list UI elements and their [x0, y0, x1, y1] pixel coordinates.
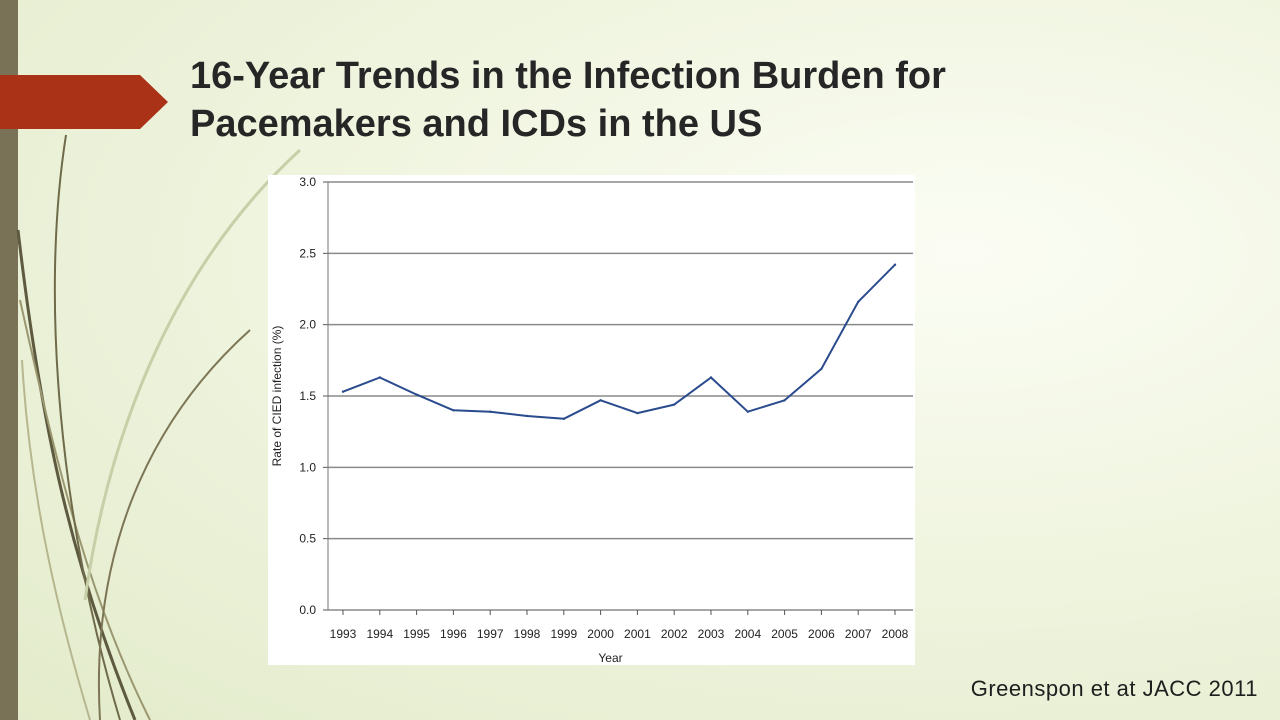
x-tick-label: 2005	[771, 627, 798, 641]
y-tick-label: 0.0	[299, 603, 316, 617]
data-point	[893, 263, 897, 266]
data-point	[673, 403, 676, 406]
x-tick-label: 1993	[330, 627, 357, 641]
data-point	[452, 409, 455, 412]
title-line-1: 16-Year Trends in the Infection Burden f…	[190, 55, 946, 97]
data-point	[709, 376, 713, 379]
x-axis-title: Year	[598, 651, 622, 665]
x-tick-label: 2001	[624, 627, 651, 641]
x-tick-label: 2003	[698, 627, 725, 641]
data-point	[489, 410, 492, 413]
data-point	[525, 414, 529, 418]
citation-text: Greenspon et at JACC 2011	[970, 676, 1258, 701]
x-tick-label: 2006	[808, 627, 835, 641]
x-tick-label: 2000	[587, 627, 614, 641]
x-tick-label: 1996	[440, 627, 467, 641]
x-tick-label: 1997	[477, 627, 504, 641]
x-tick-label: 1994	[366, 627, 393, 641]
y-tick-label: 1.5	[299, 389, 316, 403]
x-tick-label: 2007	[845, 627, 872, 641]
x-tick-label: 1998	[514, 627, 541, 641]
x-tick-label: 1999	[550, 627, 577, 641]
accent-arrow-shape	[0, 75, 168, 129]
chart-panel: 0.0 0.5 1.0 1.5 2.0 2.5 3.0 1993 1994 1995 1996 199…	[268, 175, 915, 665]
data-point	[599, 399, 602, 402]
y-tick-label: 3.0	[299, 175, 316, 189]
x-tick-label: 2008	[882, 627, 909, 641]
data-point	[783, 399, 786, 402]
data-point	[415, 393, 418, 396]
x-tick-label: 2002	[661, 627, 688, 641]
series-line	[342, 263, 896, 420]
decorative-curves	[16, 134, 302, 720]
y-tick-label: 2.0	[299, 318, 316, 332]
y-tick-label: 1.0	[299, 460, 316, 474]
title-line-2: Pacemakers and ICDs in the US	[190, 103, 763, 145]
y-tick-label: 0.5	[299, 532, 316, 546]
data-point	[341, 390, 345, 393]
y-axis-title: Rate of CIED infection (%)	[270, 326, 284, 467]
data-point	[378, 376, 381, 379]
x-tick-label: 2004	[734, 627, 761, 641]
data-point	[636, 411, 639, 415]
data-point	[746, 410, 749, 413]
y-tick-label: 2.5	[299, 246, 316, 260]
left-accent-bar	[0, 0, 18, 720]
line-chart: 0.0 0.5 1.0 1.5 2.0 2.5 3.0 1993 1994 1995 1996 199…	[270, 175, 913, 665]
data-point	[562, 417, 565, 421]
slide-title: 16-Year Trends in the Infection Burden f…	[190, 52, 1190, 148]
data-point	[857, 300, 860, 304]
x-tick-label: 1995	[403, 627, 430, 641]
data-point	[820, 367, 823, 371]
